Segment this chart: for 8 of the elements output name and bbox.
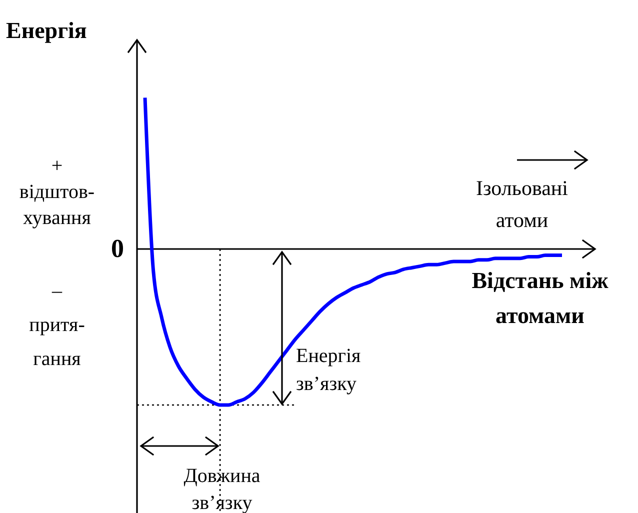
text: 0 <box>111 234 124 263</box>
text: Довжина зв’язку <box>184 465 260 513</box>
annotation: Енергія зв’язку <box>296 345 361 395</box>
annotation: Ізольовані атоми <box>476 176 568 232</box>
text: + відштов- хування <box>19 155 95 229</box>
y-axis-title: Енергія <box>6 18 87 43</box>
x-axis-title: Відстань між атомами <box>472 268 609 328</box>
text: – притя- гання <box>29 280 85 370</box>
